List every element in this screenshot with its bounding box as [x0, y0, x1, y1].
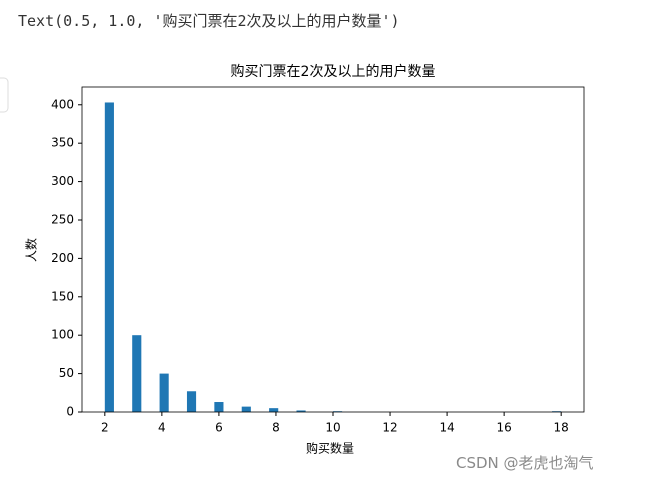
y-tick-label: 150 [51, 289, 74, 303]
y-tick-label: 300 [51, 174, 74, 188]
x-tick-label: 2 [101, 421, 109, 435]
watermark: CSDN @老虎也淘气 [456, 454, 594, 472]
output-text: Text(0.5, 1.0, '购买门票在2次及以上的用户数量') [18, 12, 400, 30]
y-tick-label: 250 [51, 212, 74, 226]
y-tick-label: 200 [51, 251, 74, 265]
bar [104, 102, 114, 412]
x-tick-label: 6 [215, 421, 223, 435]
x-tick-label: 14 [439, 421, 454, 435]
y-tick-label: 0 [66, 405, 74, 419]
y-axis-label: 人数 [24, 238, 39, 262]
bar [159, 373, 169, 412]
x-tick-label: 8 [272, 421, 280, 435]
chart-title: 购买门票在2次及以上的用户数量 [231, 63, 436, 80]
x-tick-label: 16 [496, 421, 511, 435]
bar [186, 391, 197, 412]
y-tick-label: 50 [59, 366, 74, 380]
bar [214, 402, 224, 412]
x-tick-label: 10 [325, 421, 340, 435]
bar [269, 408, 279, 412]
bar [296, 410, 306, 412]
x-axis-label: 购买数量 [306, 441, 354, 456]
bar [132, 335, 142, 412]
y-tick-label: 100 [51, 328, 74, 342]
y-tick-label: 350 [51, 136, 74, 150]
x-tick-label: 18 [554, 421, 569, 435]
x-tick-label: 12 [382, 421, 397, 435]
bar [241, 406, 251, 412]
x-tick-label: 4 [158, 421, 166, 435]
axes-frame [81, 86, 585, 413]
side-tab [0, 77, 9, 113]
y-tick-label: 400 [51, 97, 74, 111]
